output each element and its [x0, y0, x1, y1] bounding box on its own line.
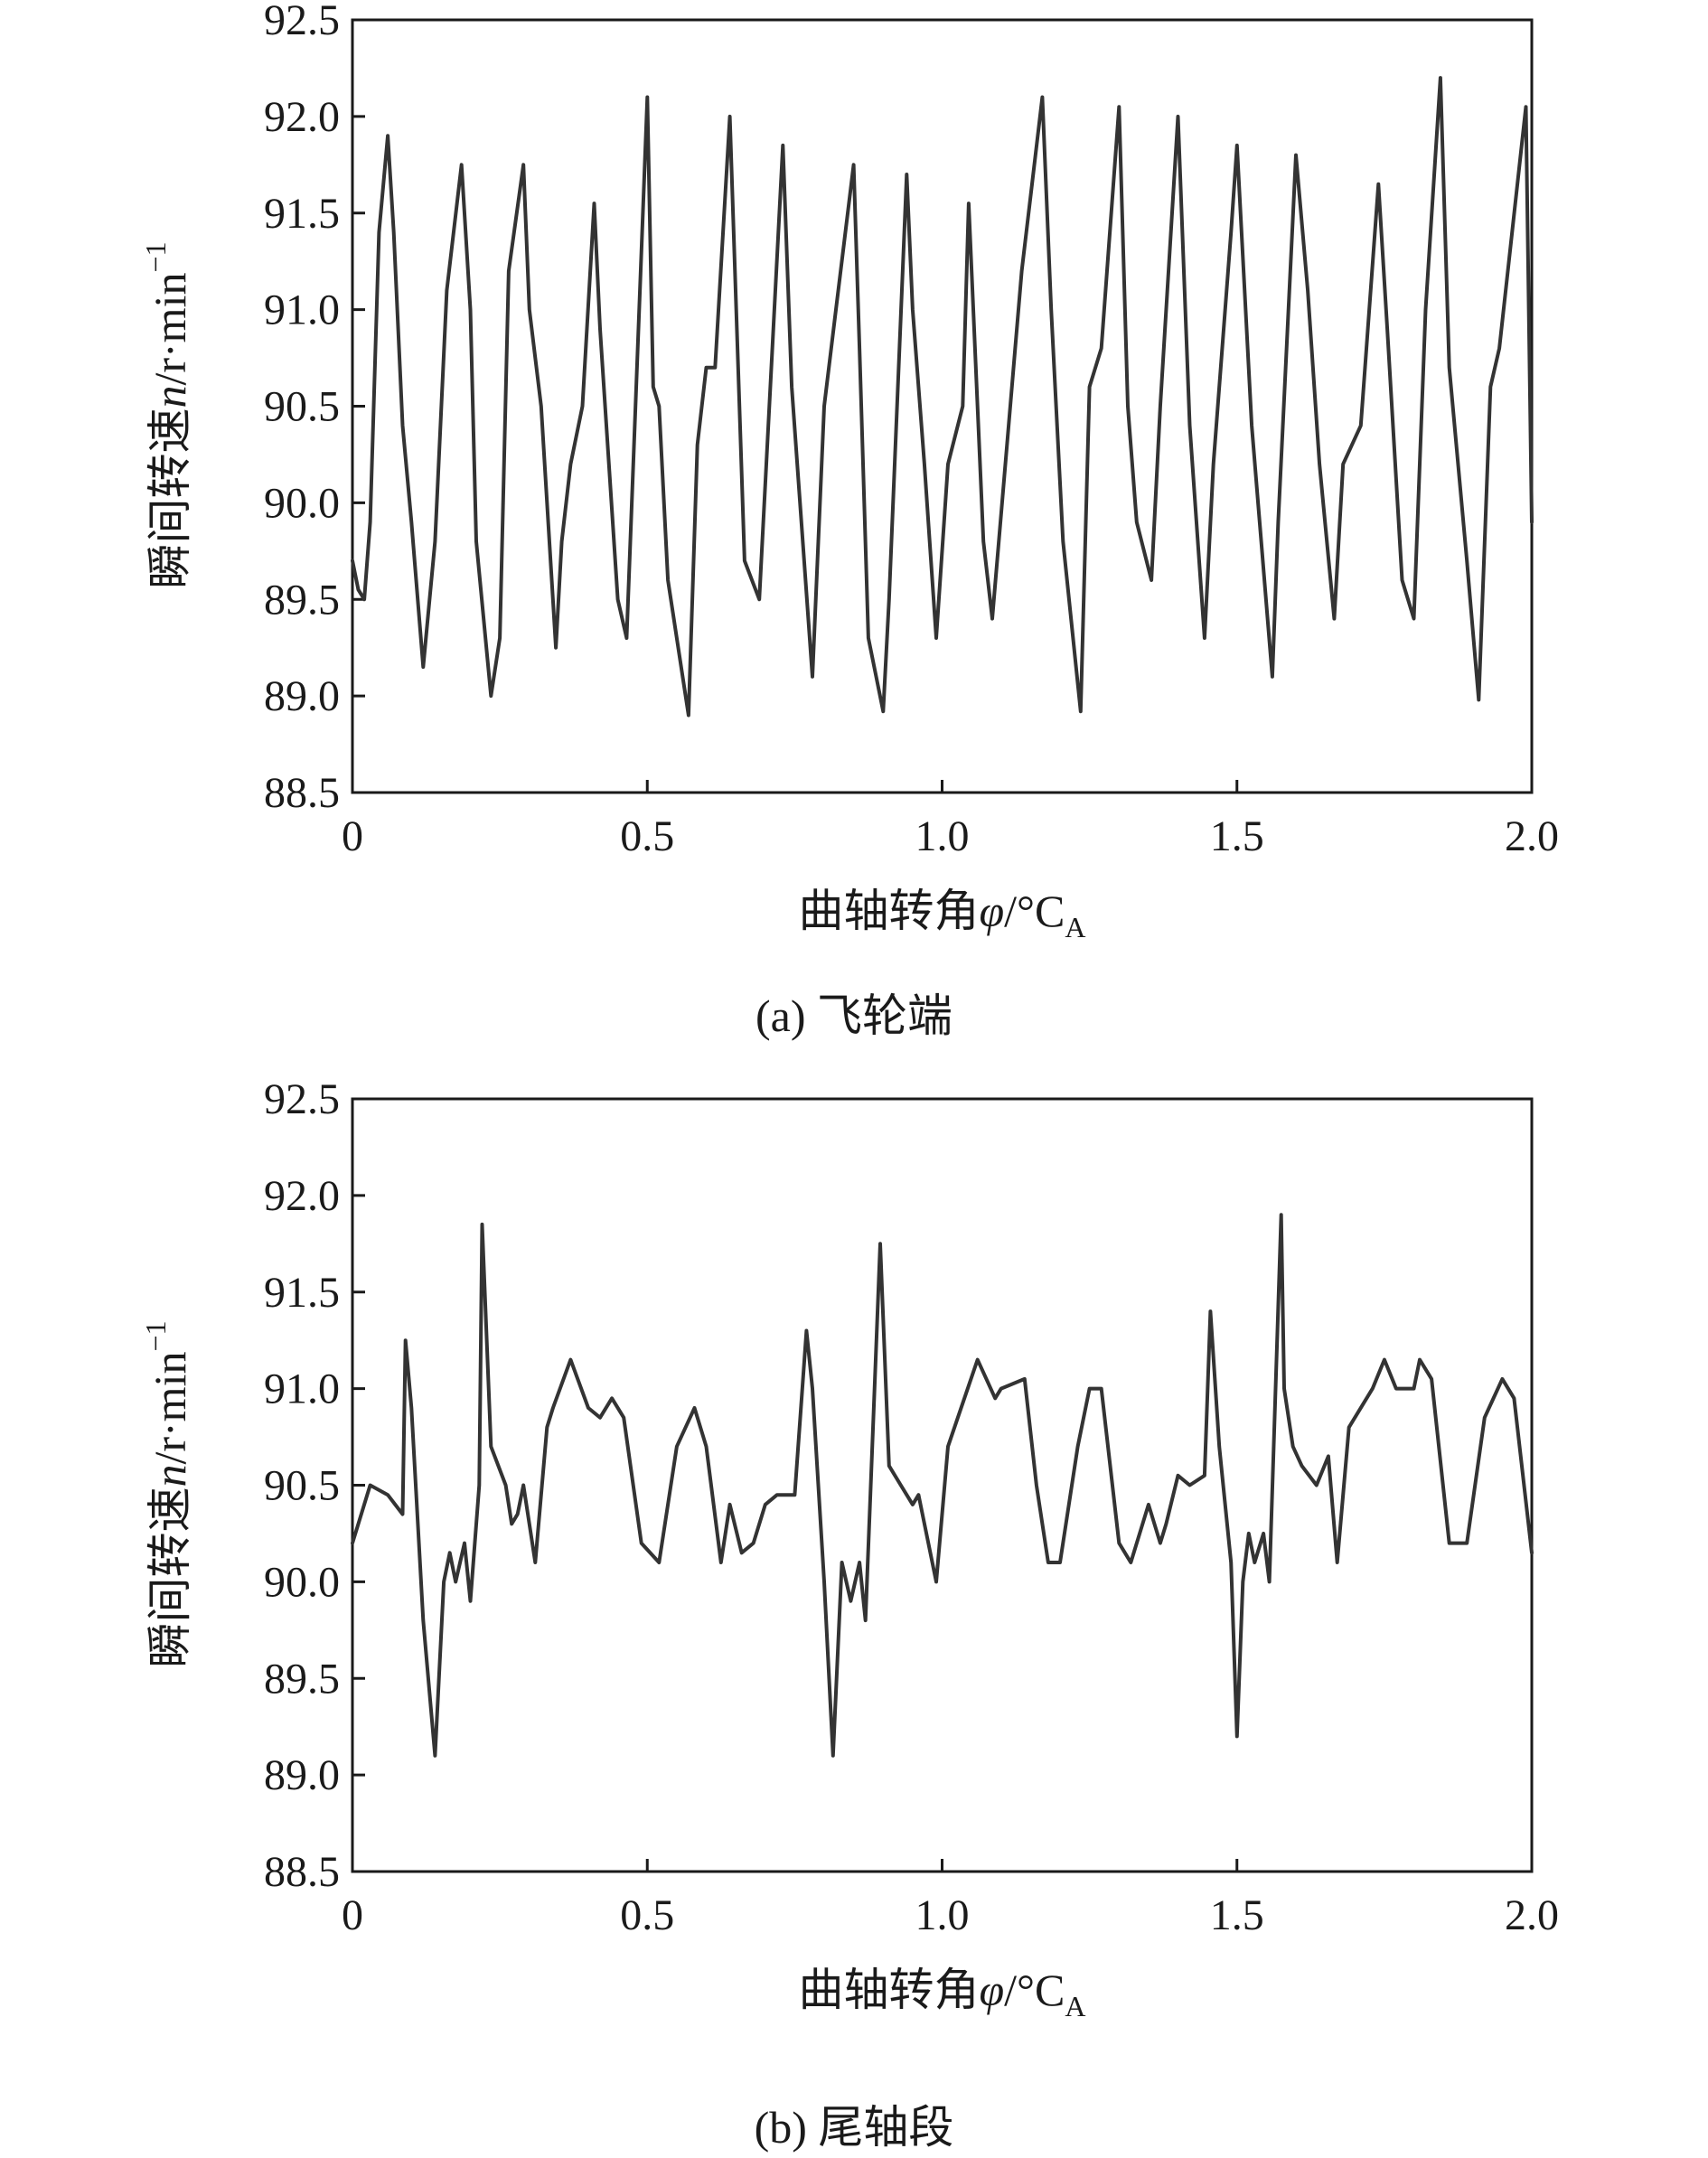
- y-tick-label: 89.5: [264, 576, 340, 624]
- x-axis-label-text: 曲轴转角: [798, 1965, 979, 2015]
- y-tick-label: 92.0: [264, 93, 340, 141]
- y-tick-label: 88.5: [264, 1848, 340, 1896]
- x-axis-label-sub: A: [1065, 1990, 1085, 2022]
- x-tick-label: 2.0: [1505, 1891, 1559, 1939]
- y-axis-label-text: 瞬间转速: [145, 408, 195, 589]
- y-tick-label: 90.5: [264, 1462, 340, 1510]
- panel-caption-a: (a) 飞轮端: [755, 990, 953, 1041]
- y-axis-label-text: 瞬间转速: [145, 1487, 195, 1668]
- x-axis-label-unit: /°C: [1004, 886, 1065, 936]
- panel-caption-b: (b) 尾轴段: [754, 2102, 954, 2153]
- y-tick-label: 91.0: [264, 1365, 340, 1413]
- y-axis-label: 瞬间转速n/r·min−1: [139, 241, 195, 588]
- y-tick-label: 92.0: [264, 1172, 340, 1220]
- y-axis-label: 瞬间转速n/r·min−1: [139, 1320, 195, 1667]
- x-tick-label: 0: [342, 812, 363, 860]
- y-tick-label: 91.0: [264, 286, 340, 334]
- y-axis-label-unit: /r·min: [145, 273, 195, 386]
- x-tick-label: 0.5: [620, 1891, 674, 1939]
- plot-frame: [351, 18, 1534, 794]
- plot-frame: [351, 1097, 1534, 1873]
- y-tick-label: 91.5: [264, 1269, 340, 1317]
- y-axis-label-var: n: [145, 1465, 195, 1487]
- x-tick-label: 1.0: [915, 1891, 970, 1939]
- x-axis-label-var: φ: [979, 1965, 1004, 2015]
- y-tick-label: 92.5: [264, 1079, 340, 1123]
- y-axis-label-unit: /r·min: [145, 1352, 195, 1465]
- x-tick-label: 0.5: [620, 812, 674, 860]
- y-axis-label-sup: −1: [139, 1320, 172, 1351]
- x-axis-label-text: 曲轴转角: [798, 886, 979, 936]
- x-axis-label-unit: /°C: [1004, 1965, 1065, 2015]
- y-tick-label: 90.5: [264, 383, 340, 431]
- x-tick-label: 1.5: [1210, 812, 1264, 860]
- y-tick-label: 88.5: [264, 769, 340, 817]
- chart-tailshaft: 88.5 89.0 89.5 90.0 90.5 91.0 91.5 92.0 92.5 0 0.5…: [139, 1079, 1559, 2022]
- x-tick-label: 1.0: [915, 812, 970, 860]
- y-axis-label-sup: −1: [139, 241, 172, 272]
- y-tick-label: 89.0: [264, 1751, 340, 1799]
- x-axis-label: 曲轴转角φ/°CA: [798, 886, 1085, 943]
- y-tick-label: 90.0: [264, 479, 340, 527]
- x-tick-label: 0: [342, 1891, 363, 1939]
- chart-flywheel: 88.5 89.0 89.5 90.0 90.5 91.0 91.5 92.0 92.5 0 0.5…: [139, 0, 1559, 943]
- series-line: [351, 1213, 1534, 1758]
- chart-panel-flywheel: 88.5 89.0 89.5 90.0 90.5 91.0 91.5 92.0 92.5 0 0.5…: [139, 0, 1559, 1041]
- x-tick-label: 2.0: [1505, 812, 1559, 860]
- y-tick-label: 90.0: [264, 1558, 340, 1606]
- y-tick-label: 89.0: [264, 672, 340, 720]
- x-axis-label-var: φ: [979, 886, 1004, 936]
- x-axis-label-sub: A: [1065, 911, 1085, 943]
- chart-panel-tailshaft: 88.5 89.0 89.5 90.0 90.5 91.0 91.5 92.0 92.5 0 0.5…: [0, 1079, 1708, 2158]
- x-axis-label: 曲轴转角φ/°CA: [798, 1965, 1085, 2022]
- y-tick-label: 91.5: [264, 190, 340, 238]
- y-tick-label: 89.5: [264, 1655, 340, 1703]
- x-tick-label: 1.5: [1210, 1891, 1264, 1939]
- y-axis-label-var: n: [145, 386, 195, 408]
- y-tick-label: 92.5: [264, 0, 340, 44]
- series-line: [351, 76, 1534, 718]
